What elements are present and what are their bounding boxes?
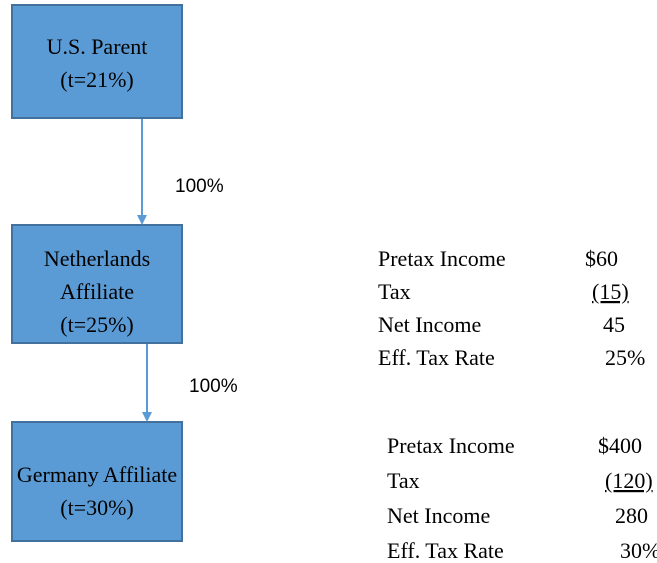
- row-value: 280: [615, 503, 648, 528]
- row-label: Eff. Tax Rate: [378, 345, 495, 370]
- row-value: (15): [592, 279, 629, 304]
- row-label: Pretax Income: [378, 246, 506, 271]
- row-value: $400: [598, 433, 642, 458]
- row-label: Net Income: [387, 503, 490, 528]
- node-label: Affiliate: [60, 279, 134, 304]
- row-value: $60: [585, 246, 618, 271]
- node-label: (t=21%): [60, 67, 134, 92]
- row-value: 45: [603, 312, 625, 337]
- row-value: (120): [605, 468, 653, 493]
- row-label: Tax: [387, 468, 420, 493]
- row-label: Net Income: [378, 312, 481, 337]
- row-value: 25%: [605, 345, 645, 370]
- row-label: Tax: [378, 279, 411, 304]
- row-value: 30%: [620, 538, 657, 563]
- node-box: [11, 224, 183, 344]
- node-label: U.S. Parent: [47, 34, 148, 59]
- row-label: Pretax Income: [387, 433, 515, 458]
- edge-label: 100%: [175, 176, 224, 197]
- node-box: [11, 4, 183, 119]
- node-box: [11, 421, 183, 542]
- node-label: (t=30%): [60, 495, 134, 520]
- node-label: Netherlands: [44, 246, 150, 271]
- node-label: Germany Affiliate: [17, 462, 177, 487]
- edge-label: 100%: [189, 376, 238, 397]
- node-label: (t=25%): [60, 312, 134, 337]
- tables: Pretax Income $60 Tax (15) Net Income 45 Eff. …: [378, 246, 657, 563]
- row-label: Eff. Tax Rate: [387, 538, 504, 563]
